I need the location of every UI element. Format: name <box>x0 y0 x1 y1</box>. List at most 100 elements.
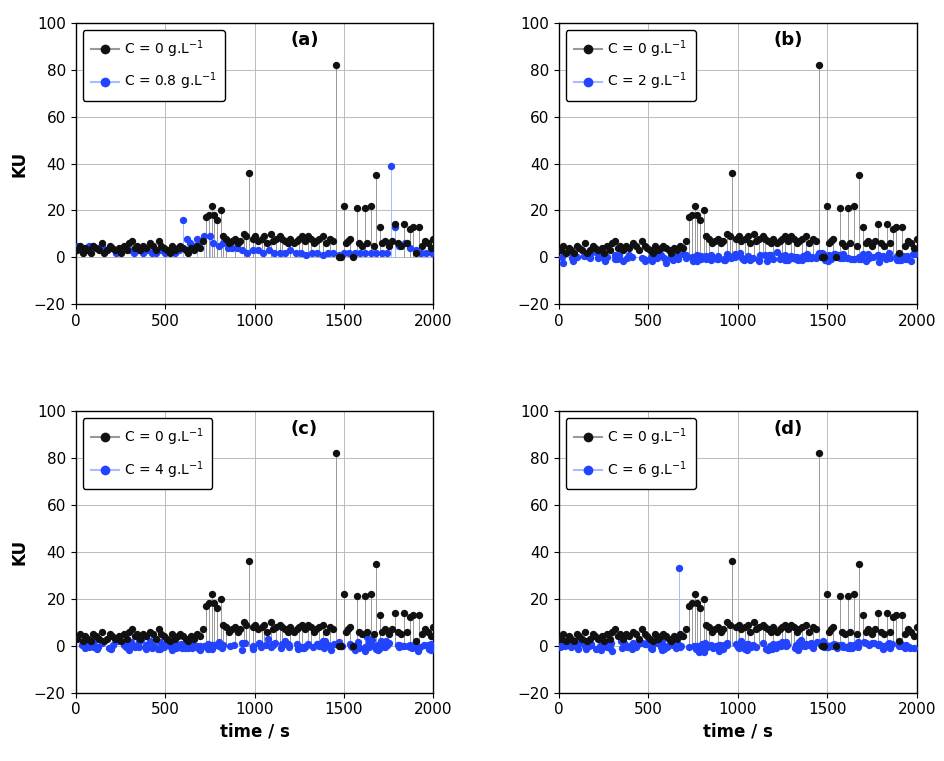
Point <box>842 626 857 638</box>
Point <box>289 623 304 635</box>
Point <box>298 639 313 651</box>
Point <box>812 251 827 263</box>
Point <box>289 638 304 650</box>
Point <box>86 640 101 652</box>
Point <box>779 638 794 651</box>
Point <box>204 588 219 600</box>
Point <box>793 640 808 652</box>
Point <box>564 632 579 645</box>
Point <box>398 626 413 638</box>
Point <box>849 628 864 640</box>
Point <box>869 249 885 261</box>
Point <box>711 645 726 658</box>
Point <box>718 228 733 240</box>
Point <box>167 244 182 256</box>
Point <box>649 252 664 264</box>
Point <box>590 252 605 264</box>
Point <box>811 59 826 71</box>
Point <box>598 638 614 650</box>
Point <box>834 250 849 262</box>
Point <box>655 252 670 264</box>
Point <box>776 253 791 266</box>
Point <box>882 639 897 651</box>
Point <box>162 244 177 256</box>
Point <box>318 639 333 651</box>
Point <box>664 252 679 264</box>
Point <box>186 240 201 252</box>
Point <box>161 635 177 647</box>
Point <box>649 632 665 645</box>
Point <box>553 640 568 652</box>
Point <box>808 235 823 247</box>
Point <box>110 635 126 647</box>
Point <box>143 626 158 638</box>
Point <box>642 251 657 263</box>
Point <box>772 253 787 265</box>
Point <box>661 632 676 645</box>
Point <box>175 642 190 654</box>
Point <box>281 639 296 651</box>
Point <box>627 641 642 653</box>
Point <box>566 248 582 260</box>
Point <box>786 642 801 654</box>
Point <box>180 642 195 654</box>
Point <box>643 638 658 650</box>
Point <box>780 623 795 635</box>
Point <box>642 244 657 256</box>
Point <box>121 644 136 656</box>
Point <box>99 632 114 645</box>
Point <box>754 637 769 649</box>
Point <box>80 632 95 645</box>
Point <box>193 639 208 651</box>
Point <box>881 638 896 650</box>
Point <box>130 244 145 256</box>
Point <box>148 632 163 645</box>
Point <box>745 252 760 264</box>
Point <box>168 642 183 654</box>
Point <box>73 240 88 252</box>
Point <box>140 244 155 256</box>
Point <box>179 641 194 653</box>
Point <box>718 638 733 651</box>
Point <box>184 642 199 654</box>
Point <box>822 623 837 635</box>
Point <box>832 202 847 214</box>
Point <box>700 252 716 264</box>
Point <box>87 640 102 652</box>
Point <box>890 247 905 259</box>
Point <box>405 609 420 621</box>
Point <box>884 638 899 651</box>
Text: (b): (b) <box>773 31 802 49</box>
Point <box>727 251 742 263</box>
Point <box>277 635 292 648</box>
Point <box>764 643 779 655</box>
Point <box>404 642 419 654</box>
Point <box>736 232 751 244</box>
Point <box>412 221 427 233</box>
Point <box>692 214 707 226</box>
Point <box>108 632 123 645</box>
Point <box>649 244 665 256</box>
Point <box>278 638 293 651</box>
Point <box>354 628 369 640</box>
Point <box>139 242 154 254</box>
Point <box>76 244 92 256</box>
Point <box>633 252 649 264</box>
Point <box>362 247 378 259</box>
Point <box>322 621 337 633</box>
Point <box>900 623 915 635</box>
Point <box>122 237 137 250</box>
Point <box>161 247 177 259</box>
Point <box>351 237 366 250</box>
Point <box>653 249 668 261</box>
Point <box>649 249 664 261</box>
Point <box>871 251 886 263</box>
Point <box>885 611 900 623</box>
Point <box>210 214 225 226</box>
Point <box>611 249 626 261</box>
Point <box>601 244 616 256</box>
Point <box>836 628 851 640</box>
Point <box>86 240 101 252</box>
Point <box>129 240 144 252</box>
Point <box>880 638 895 650</box>
